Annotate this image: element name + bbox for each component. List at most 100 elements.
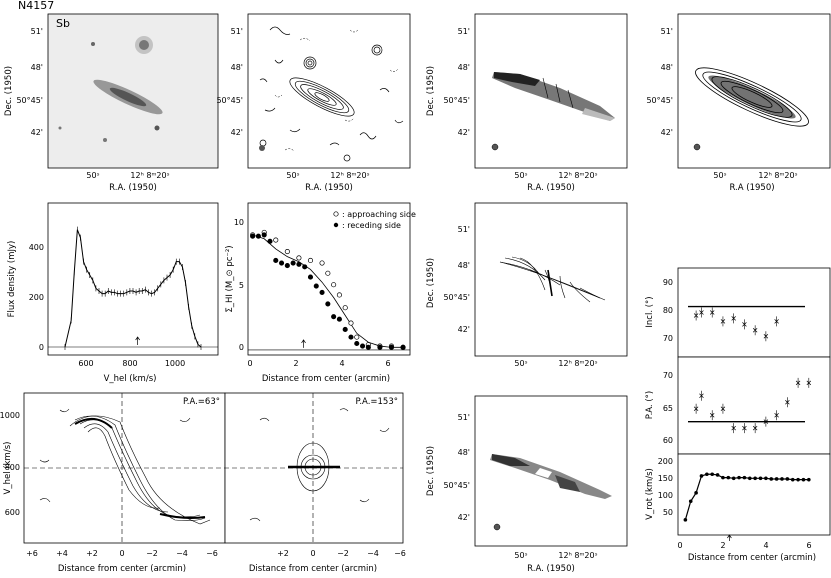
vrot-point	[726, 475, 731, 480]
systemic-velocity-arrow	[135, 336, 140, 345]
sd-point-receding	[377, 344, 383, 350]
spectrum-xtick: 1000	[165, 359, 185, 368]
pv-xtick: −6	[206, 549, 218, 558]
incl-point	[774, 319, 779, 324]
pa-label-right: P.A.=153°	[356, 397, 398, 407]
ra-axis-label: R.A. (1950)	[109, 183, 157, 193]
incl-ytick: 90	[663, 278, 673, 287]
dec-tick: 48'	[661, 63, 673, 72]
sd-point-receding	[313, 283, 319, 289]
pv-ylabel: V_hel (km/s)	[3, 442, 13, 495]
sd-point-receding	[290, 260, 296, 266]
pa-point	[752, 425, 758, 431]
sd-point-receding	[279, 260, 285, 266]
sd-point-receding	[273, 257, 279, 264]
ra-tick: 50ˢ	[86, 171, 99, 180]
vrot-point	[790, 477, 795, 482]
sd-ylabel: Σ_HI (M_⊙ pc⁻²)	[225, 245, 235, 312]
vrot-point	[731, 476, 736, 481]
pa-point	[742, 425, 747, 431]
dec-tick: 42'	[458, 513, 470, 522]
residual-field-panel: 51' 48' 50°45' 42' 50ˢ 12ʰ 8ᵐ20ˢ R.A. (1…	[426, 395, 628, 574]
vrot-point	[753, 476, 757, 481]
pa-ylabel: P.A. (°)	[645, 391, 655, 419]
ra-tick: 12ʰ 8ᵐ20ˢ	[130, 171, 169, 180]
surface-density-plot	[248, 229, 410, 351]
sd-point-receding	[336, 316, 342, 322]
tilted-ring-panel: 90 80 70 Incl. (°) 70 65 60 P.A. (°) 200…	[645, 267, 831, 563]
pa-point	[763, 419, 769, 424]
vrot-point	[737, 475, 741, 480]
sd-point-receding	[296, 261, 302, 267]
model-contour-panel: 51' 48' 50°45' 42' 50ˢ 12ʰ 8ᵐ20ˢ R.A (19…	[646, 13, 831, 193]
dec-tick: 48'	[31, 63, 43, 72]
vrot-xtick: 6	[806, 541, 811, 550]
vrot-point	[785, 477, 790, 481]
sd-point-approaching	[284, 248, 290, 255]
sd-point-receding	[365, 344, 371, 350]
pa-point	[806, 380, 812, 386]
pa-point	[731, 425, 736, 431]
sd-point-approaching	[296, 255, 302, 261]
dec-tick: 42'	[31, 128, 43, 137]
sd-point-approaching	[354, 334, 360, 340]
sd-point-approaching	[348, 320, 354, 326]
vrot-ytick: 200	[658, 457, 673, 466]
hi-contour-panel: 51' 48' 50°45' 42' 50ˢ 12ʰ 8ᵐ20ˢ R.A. (1…	[216, 13, 411, 193]
vrot-point	[715, 473, 720, 477]
incl-ylabel: Incl. (°)	[645, 296, 655, 327]
galaxy-name: N4157	[18, 0, 54, 12]
position-angle-plot	[688, 377, 812, 434]
sd-point-receding	[284, 263, 290, 269]
legend-approaching: : approaching side	[342, 210, 416, 219]
sd-point-receding	[342, 326, 348, 333]
dec-tick: 48'	[231, 63, 243, 72]
pa-point	[720, 406, 726, 411]
pv-xtick: 0	[119, 549, 124, 558]
pv-xtick: +6	[26, 549, 38, 558]
ra-tick: 50ˢ	[713, 171, 726, 180]
vrot-point	[699, 474, 704, 478]
vrot-point	[683, 518, 688, 522]
sd-point-approaching	[319, 260, 325, 266]
dec-tick: 50°45'	[443, 96, 470, 105]
pv-ytick: 1000	[0, 411, 20, 420]
pa-point	[795, 380, 801, 386]
pv-xtick: −2	[146, 549, 158, 558]
vrot-xtick: 0	[677, 541, 682, 550]
sd-point-receding	[255, 233, 261, 239]
sd-point-receding	[307, 274, 314, 280]
sd-ytick: 0	[239, 343, 244, 352]
pa-point	[693, 406, 699, 411]
vrot-ytick: 50	[663, 508, 673, 517]
sd-point-receding	[354, 340, 360, 347]
vrot-arrow	[727, 534, 732, 541]
vrot-ytick: 150	[658, 474, 673, 483]
vrot-point	[747, 476, 752, 481]
sd-xtick: 4	[339, 359, 344, 368]
spectrum-line	[64, 229, 202, 348]
vrot-point	[694, 491, 698, 495]
vrot-xlabel: Distance from center (arcmin)	[688, 553, 816, 563]
pv-xlabel: Distance from center (arcmin)	[58, 564, 186, 574]
velocity-field-panel: 51' 48' 50°45' 42' 50ˢ 12ʰ 8ᵐ20ˢ R.A. (1…	[426, 13, 628, 193]
incl-point	[709, 310, 715, 315]
dec-tick: 51'	[31, 27, 43, 36]
spectrum-xlabel: V_hel (km/s)	[104, 374, 157, 384]
spectrum-xtick: 800	[122, 359, 137, 368]
pa-label-left: P.A.=63°	[183, 397, 220, 407]
spectrum-ylabel: Flux density (mJy)	[7, 241, 17, 318]
ra-tick: 12ʰ 8ᵐ20ˢ	[558, 359, 597, 368]
sd-point-receding	[360, 343, 366, 349]
sd-ytick: 10	[234, 218, 244, 227]
spectrum-ytick: 200	[29, 293, 44, 302]
ra-tick: 12ʰ 8ᵐ20ˢ	[758, 171, 797, 180]
dec-tick: 50°45'	[443, 481, 470, 490]
dec-tick: 50°45'	[646, 96, 673, 105]
vrot-point	[758, 476, 763, 481]
ra-tick: 12ʰ 8ᵐ20ˢ	[558, 171, 597, 180]
legend-open-marker	[333, 211, 339, 217]
spectrum-ytick: 0	[39, 343, 44, 352]
vrot-point	[780, 477, 784, 481]
vrot-point	[710, 472, 715, 477]
